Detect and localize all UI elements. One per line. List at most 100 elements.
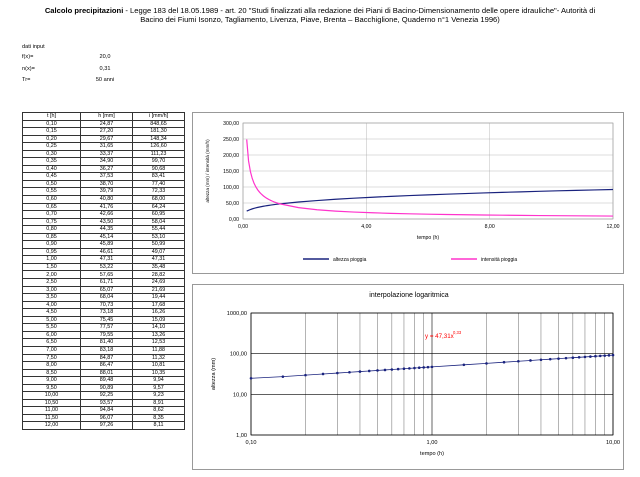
cell-i[interactable]: 90,68 (132, 164, 185, 174)
cell-i[interactable]: 9,23 (132, 391, 185, 400)
cell-i[interactable]: 11,32 (132, 353, 185, 363)
column-header-h[interactable]: h [mm] (80, 112, 133, 121)
cell-i[interactable]: 72,33 (132, 187, 185, 196)
cell-h[interactable]: 93,57 (80, 398, 133, 408)
cell-h[interactable]: 34,90 (80, 157, 133, 166)
cell-i[interactable]: 111,23 (132, 149, 185, 159)
cell-i[interactable]: 64,24 (132, 202, 185, 212)
cell-t[interactable]: 9,50 (22, 383, 81, 393)
cell-i[interactable]: 8,62 (132, 406, 185, 415)
cell-i[interactable]: 21,69 (132, 285, 185, 295)
cell-t[interactable]: 0,55 (22, 187, 81, 196)
cell-i[interactable]: 17,68 (132, 300, 185, 310)
cell-t[interactable]: 6,00 (22, 330, 81, 340)
cell-i[interactable]: 47,31 (132, 255, 185, 264)
cell-t[interactable]: 0,70 (22, 210, 81, 219)
cell-i[interactable]: 68,00 (132, 195, 185, 204)
cell-t[interactable]: 0,40 (22, 164, 81, 174)
cell-t[interactable]: 0,95 (22, 247, 81, 257)
cell-h[interactable]: 70,73 (80, 300, 133, 310)
cell-i[interactable]: 181,30 (132, 127, 185, 136)
cell-h[interactable]: 94,84 (80, 406, 133, 415)
cell-t[interactable]: 12,00 (22, 421, 81, 430)
cell-t[interactable]: 0,10 (22, 119, 81, 129)
cell-h[interactable]: 83,18 (80, 345, 133, 355)
cell-i[interactable]: 58,04 (132, 217, 185, 227)
cell-i[interactable]: 10,81 (132, 361, 185, 370)
cell-i[interactable]: 15,09 (132, 315, 185, 325)
cell-h[interactable]: 92,25 (80, 391, 133, 400)
cell-h[interactable]: 44,35 (80, 225, 133, 234)
cell-h[interactable]: 38,70 (80, 179, 133, 189)
cell-t[interactable]: 4,00 (22, 300, 81, 310)
cell-h[interactable]: 45,89 (80, 240, 133, 249)
cell-i[interactable]: 8,11 (132, 421, 185, 430)
cell-t[interactable]: 0,60 (22, 195, 81, 204)
cell-i[interactable]: 35,48 (132, 262, 185, 272)
cell-t[interactable]: 10,00 (22, 391, 81, 400)
cell-i[interactable]: 8,35 (132, 413, 185, 423)
cell-i[interactable]: 83,41 (132, 172, 185, 181)
cell-t[interactable]: 2,50 (22, 278, 81, 287)
cell-t[interactable]: 5,50 (22, 323, 81, 332)
cell-t[interactable]: 3,00 (22, 285, 81, 295)
cell-h[interactable]: 89,48 (80, 376, 133, 385)
cell-h[interactable]: 88,01 (80, 368, 133, 378)
cell-h[interactable]: 29,67 (80, 134, 133, 144)
cell-h[interactable]: 47,31 (80, 255, 133, 264)
cell-t[interactable]: 7,50 (22, 353, 81, 363)
cell-h[interactable]: 41,76 (80, 202, 133, 212)
cell-t[interactable]: 10,50 (22, 398, 81, 408)
cell-i[interactable]: 148,34 (132, 134, 185, 144)
cell-t[interactable]: 0,50 (22, 179, 81, 189)
cell-t[interactable]: 11,00 (22, 406, 81, 415)
cell-t[interactable]: 3,50 (22, 293, 81, 302)
cell-i[interactable]: 14,10 (132, 323, 185, 332)
cell-i[interactable]: 99,70 (132, 157, 185, 166)
cell-h[interactable]: 77,57 (80, 323, 133, 332)
cell-i[interactable]: 848,65 (132, 119, 185, 129)
cell-h[interactable]: 81,40 (80, 338, 133, 347)
cell-t[interactable]: 0,85 (22, 232, 81, 242)
cell-t[interactable]: 0,90 (22, 240, 81, 249)
cell-i[interactable]: 60,95 (132, 210, 185, 219)
cell-h[interactable]: 53,22 (80, 262, 133, 272)
cell-h[interactable]: 79,55 (80, 330, 133, 340)
cell-i[interactable]: 8,91 (132, 398, 185, 408)
cell-h[interactable]: 97,26 (80, 421, 133, 430)
cell-t[interactable]: 6,50 (22, 338, 81, 347)
cell-t[interactable]: 7,00 (22, 345, 81, 355)
cell-i[interactable]: 13,26 (132, 330, 185, 340)
cell-h[interactable]: 39,79 (80, 187, 133, 196)
cell-h[interactable]: 61,71 (80, 278, 133, 287)
cell-t[interactable]: 0,45 (22, 172, 81, 181)
cell-t[interactable]: 8,50 (22, 368, 81, 378)
cell-h[interactable]: 24,87 (80, 119, 133, 129)
column-header-t[interactable]: t [h] (22, 112, 81, 121)
cell-i[interactable]: 24,69 (132, 278, 185, 287)
cell-t[interactable]: 1,50 (22, 262, 81, 272)
cell-t[interactable]: 0,25 (22, 142, 81, 151)
cell-h[interactable]: 90,89 (80, 383, 133, 393)
cell-h[interactable]: 73,18 (80, 308, 133, 317)
cell-h[interactable]: 75,45 (80, 315, 133, 325)
cell-i[interactable]: 16,26 (132, 308, 185, 317)
cell-h[interactable]: 57,65 (80, 270, 133, 280)
cell-t[interactable]: 5,00 (22, 315, 81, 325)
input-value[interactable]: 20,0 (99, 54, 111, 60)
cell-t[interactable]: 8,00 (22, 361, 81, 370)
cell-h[interactable]: 37,53 (80, 172, 133, 181)
cell-h[interactable]: 36,27 (80, 164, 133, 174)
cell-t[interactable]: 0,30 (22, 149, 81, 159)
cell-h[interactable]: 40,80 (80, 195, 133, 204)
cell-h[interactable]: 86,47 (80, 361, 133, 370)
cell-h[interactable]: 96,07 (80, 413, 133, 423)
input-value[interactable]: 0,31 (99, 66, 111, 72)
cell-h[interactable]: 43,50 (80, 217, 133, 227)
cell-t[interactable]: 2,00 (22, 270, 81, 280)
cell-h[interactable]: 33,37 (80, 149, 133, 159)
cell-h[interactable]: 45,14 (80, 232, 133, 242)
cell-t[interactable]: 0,80 (22, 225, 81, 234)
cell-i[interactable]: 55,44 (132, 225, 185, 234)
cell-h[interactable]: 84,87 (80, 353, 133, 363)
